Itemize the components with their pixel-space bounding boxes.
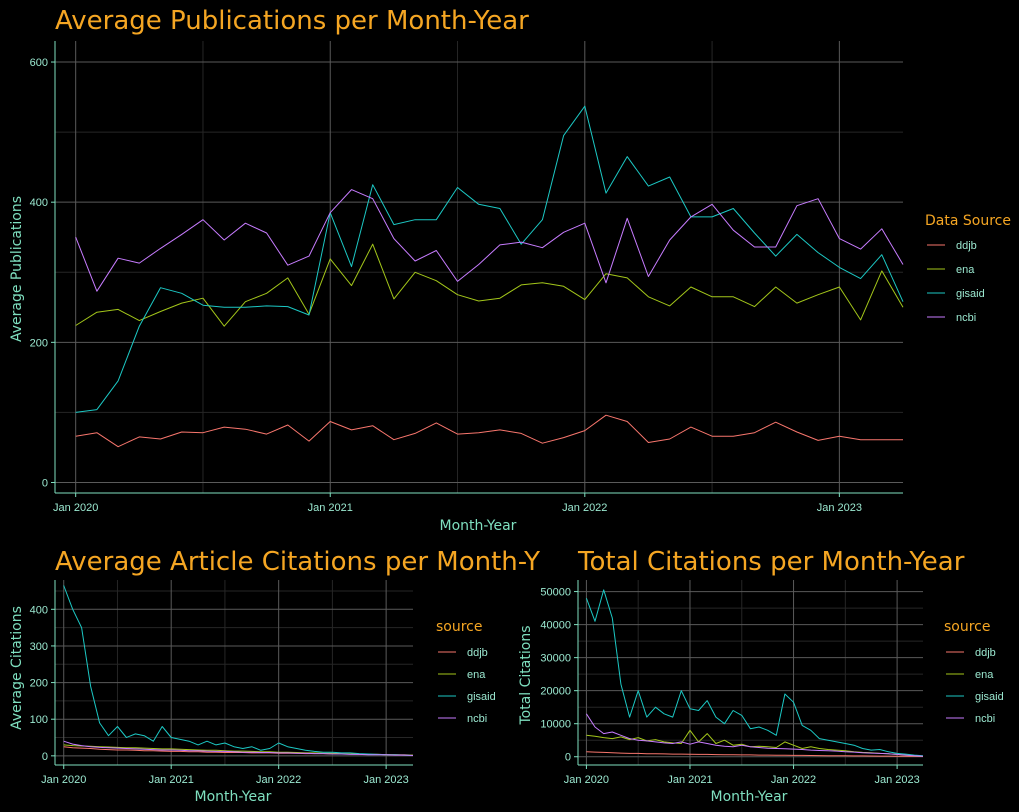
x-tick-label: Jan 2022 [256,774,301,786]
legend-label-ncbi: ncbi [467,713,487,725]
y-tick-label: 300 [30,641,48,653]
legend-label-ena: ena [467,669,486,681]
y-tick-label: 600 [30,57,48,69]
chart-average-citations: 0 100 200 300 400 Jan 2020 Jan 2021 Jan 2022 Jan… [9,547,540,805]
series-line-ddjb [75,414,903,448]
y-tick-label: 0 [42,751,48,763]
x-tick-label: Jan 2023 [817,502,862,514]
chart-title: Total Citations per Month-Year [577,547,965,577]
legend-title: Data Source [925,213,1011,229]
legend-label-gisaid: gisaid [956,288,985,300]
y-tick-label: 20000 [540,686,571,698]
legend-label-gisaid: gisaid [975,691,1004,703]
chart-total-citations: 0 10000 20000 30000 40000 50000 Jan 2020 Jan 20… [518,547,1004,805]
y-tick-label: 400 [30,604,48,616]
legend-label-ncbi: ncbi [975,713,995,725]
y-tick-label: 0 [565,752,571,764]
series-line-gisaid [63,585,414,756]
x-tick-label: Jan 2021 [308,502,353,514]
chart-average-publications: Average Publications per Month-Year 0 200… [9,6,1011,534]
legend-label-ncbi: ncbi [956,312,976,324]
x-axis-title: Month-Year [195,789,272,805]
y-axis-title: Total Citations [518,626,534,726]
x-axis-title: Month-Year [440,518,517,534]
series-line-ena [75,243,904,327]
y-tick-label: 200 [30,337,48,349]
x-tick-label: Jan 2021 [149,774,194,786]
legend-title: source [436,619,483,635]
series-line-ddjb [586,751,924,757]
series-line-ncbi [63,740,414,756]
y-tick-label: 200 [30,678,48,690]
y-tick-label: 0 [42,477,48,489]
x-tick-label: Jan 2022 [562,502,607,514]
legend-label-ddjb: ddjb [956,240,977,252]
series-line-ncbi [585,713,924,757]
legend-label-gisaid: gisaid [467,691,496,703]
x-axis-title: Month-Year [711,789,788,805]
x-tick-label: Jan 2020 [564,774,609,786]
legend-label-ena: ena [975,669,994,681]
y-tick-label: 50000 [540,587,571,599]
y-tick-label: 10000 [540,719,571,731]
x-tick-label: Jan 2020 [53,502,98,514]
y-tick-label: 400 [30,197,48,209]
y-tick-label: 30000 [540,653,571,665]
legend-title: source [944,619,991,635]
y-axis-title: Average Citations [9,606,25,730]
x-tick-label: Jan 2022 [771,774,816,786]
series-line-gisaid [585,589,924,757]
x-tick-label: Jan 2021 [667,774,712,786]
x-tick-label: Jan 2023 [874,774,919,786]
chart-title: Average Article Citations per Month-Y [55,547,540,577]
y-tick-label: 100 [30,714,48,726]
y-tick-label: 40000 [540,620,571,632]
series-line-gisaid [75,105,904,413]
series-line-ncbi [75,189,904,292]
x-tick-label: Jan 2023 [364,774,409,786]
legend-label-ddjb: ddjb [975,647,996,659]
x-tick-label: Jan 2020 [41,774,86,786]
legend-label-ena: ena [956,264,975,276]
legend-label-ddjb: ddjb [467,647,488,659]
chart-title: Average Publications per Month-Year [55,6,529,36]
y-axis-title: Average Publications [9,196,25,342]
